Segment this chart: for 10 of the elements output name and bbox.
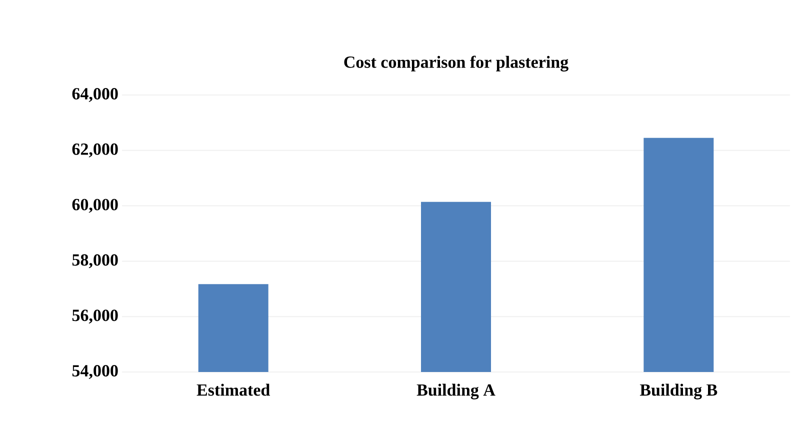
x-tick-label: Estimated <box>196 384 270 396</box>
y-tick-label: 64,000 <box>72 88 118 102</box>
x-tick-label: Building B <box>640 384 718 400</box>
x-tick-label: Building A <box>416 384 496 400</box>
chart-title: Cost comparison for plastering <box>344 56 568 72</box>
y-tick-label: 58,000 <box>72 254 118 268</box>
y-tick-label: 56,000 <box>72 310 118 324</box>
y-tick-label: 62,000 <box>72 143 118 158</box>
y-tick-label: 54,000 <box>72 365 118 379</box>
y-tick-label: 60,000 <box>72 198 118 213</box>
